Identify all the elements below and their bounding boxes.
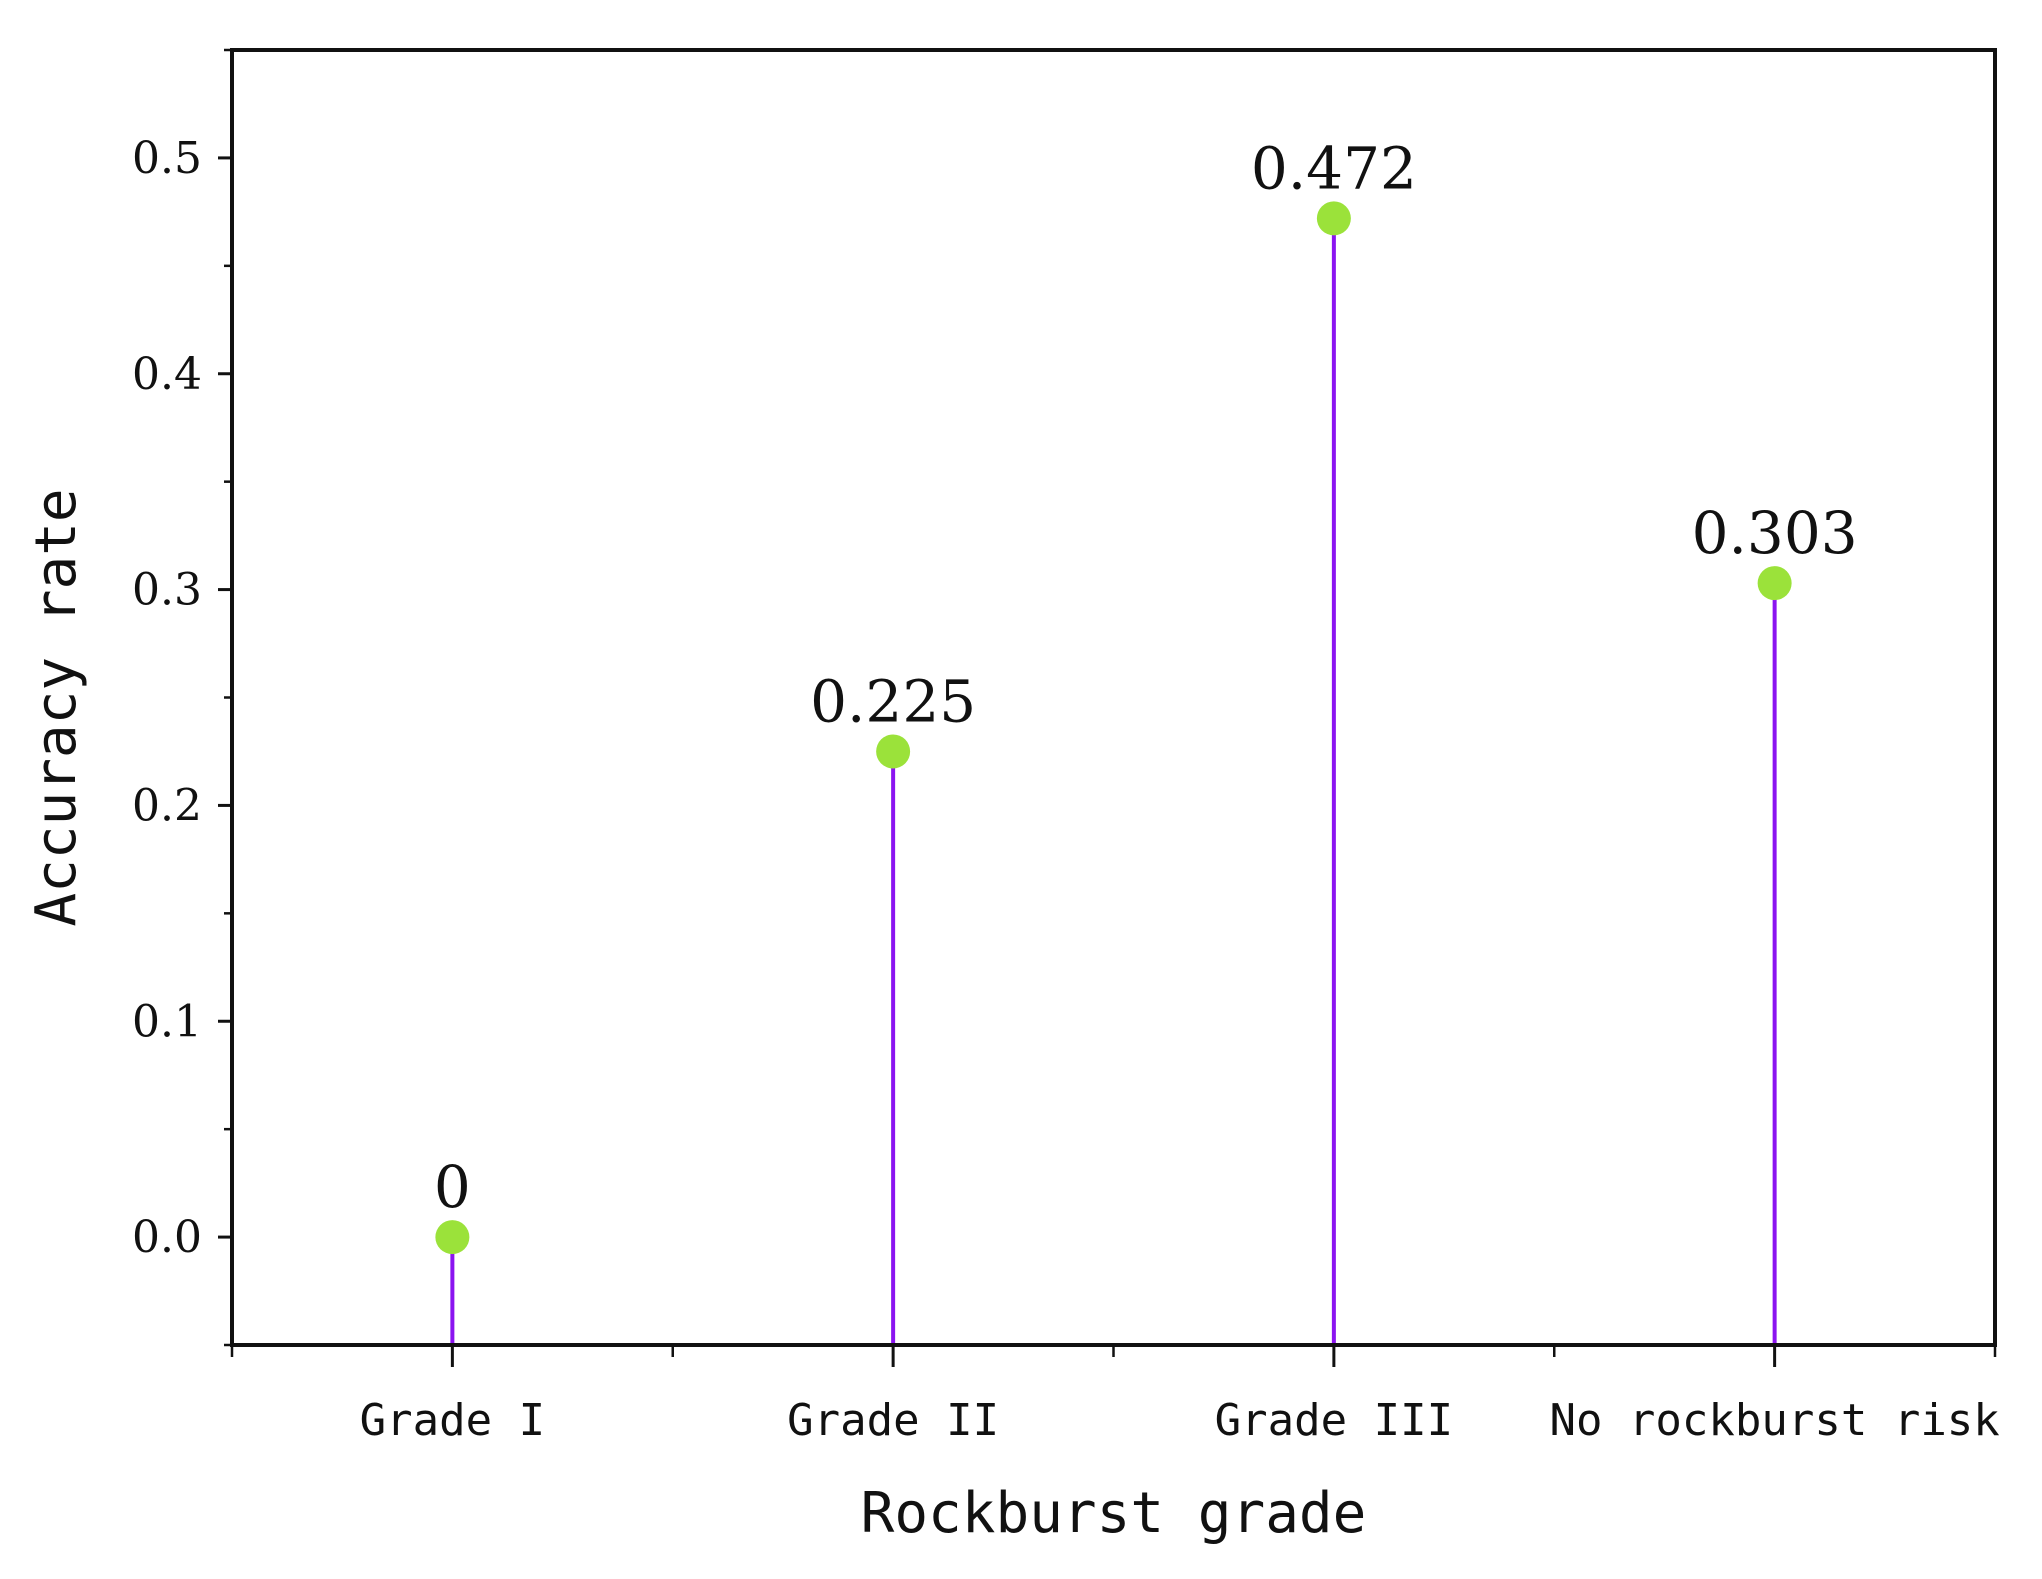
y-tick-label: 0.5	[132, 133, 202, 184]
data-point	[435, 1220, 470, 1255]
y-axis-ticks: 0.0 0.1 0.2 0.3 0.4 0.5	[132, 48, 232, 1347]
data-label: 0	[434, 1153, 471, 1221]
data-label: 0.303	[1692, 499, 1858, 567]
plot-frame	[230, 48, 1997, 1347]
data-point	[1757, 566, 1792, 601]
y-axis-title: Accuracy rate	[24, 488, 89, 926]
y-tick-label: 0.4	[132, 349, 202, 400]
y-tick-label: 0.2	[132, 780, 202, 831]
x-tick-label: Grade II	[787, 1395, 999, 1446]
y-tick-label: 0.1	[132, 996, 202, 1047]
data-label: 0.225	[810, 667, 976, 735]
stems	[450, 218, 1777, 1345]
x-axis-ticks: Grade I Grade II Grade III No rockburst ris…	[230, 1345, 2000, 1446]
y-tick-label: 0.0	[132, 1212, 202, 1263]
x-axis-title: Rockburst grade	[861, 1481, 1367, 1546]
x-tick-label: No rockburst risk	[1549, 1395, 1999, 1446]
data-point	[876, 734, 911, 769]
x-tick-label: Grade III	[1215, 1395, 1453, 1446]
markers	[435, 201, 1792, 1255]
y-tick-label: 0.3	[132, 565, 202, 616]
data-labels: 0 0.225 0.472 0.303	[434, 134, 1858, 1221]
x-tick-label: Grade I	[360, 1395, 545, 1446]
data-point	[1316, 201, 1351, 236]
data-label: 0.472	[1251, 134, 1417, 202]
